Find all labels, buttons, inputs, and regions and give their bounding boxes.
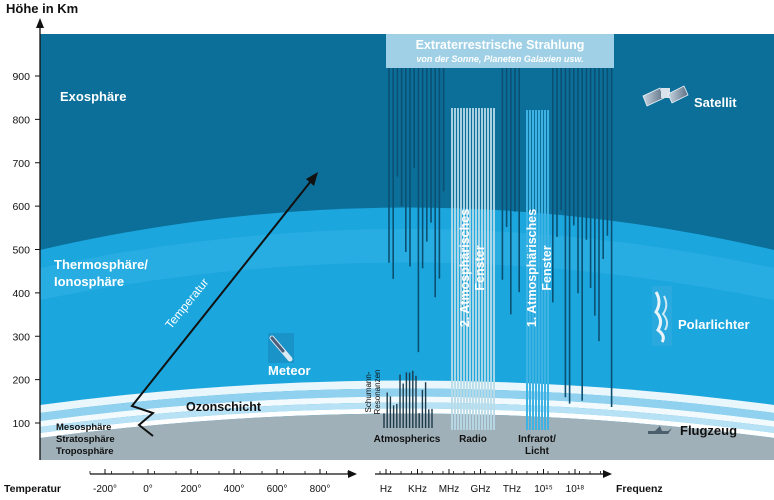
y-tick-label: 100 bbox=[12, 418, 30, 430]
radiation-header-box bbox=[386, 34, 614, 68]
troposphere-label: Troposphäre bbox=[56, 446, 114, 457]
freq-tick-label: GHz bbox=[471, 484, 491, 495]
optical-window-line1: 1. Atmosphärisches bbox=[525, 209, 539, 327]
radio-window-label: 2. Atmosphärisches Fenster bbox=[458, 209, 487, 327]
temp-tick-label: 200° bbox=[181, 484, 202, 495]
y-tick-label: 900 bbox=[12, 71, 30, 83]
temp-tick-label: 400° bbox=[224, 484, 245, 495]
satellite-label: Satellit bbox=[694, 95, 737, 110]
temperature-profile bbox=[130, 180, 312, 437]
optical-window-line2: Fenster bbox=[540, 245, 554, 290]
temp-axis-arrow bbox=[348, 470, 357, 478]
band-atmospherics: Atmospherics bbox=[374, 434, 441, 445]
lower-white-band bbox=[40, 408, 774, 438]
thermosphere-label-line1: Thermosphäre/ bbox=[54, 257, 148, 272]
airplane-icon bbox=[648, 426, 672, 434]
radiation-subtitle: von der Sonne, Planeten Galaxien usw. bbox=[416, 54, 583, 64]
aurora-icon bbox=[652, 286, 672, 346]
y-tick-label: 500 bbox=[12, 245, 30, 257]
freq-tick-label: 10¹⁵ bbox=[534, 484, 553, 495]
freq-tick-label: Hz bbox=[380, 484, 392, 495]
freq-axis-title: Frequenz bbox=[616, 483, 663, 495]
schumann-line2: Resonanzen bbox=[373, 370, 382, 415]
y-axis-arrow bbox=[36, 18, 44, 28]
atmosphere-layers bbox=[40, 34, 774, 460]
radio-window-line1: 2. Atmosphärisches bbox=[458, 209, 472, 327]
band-radio: Radio bbox=[459, 434, 487, 445]
y-tick-label: 400 bbox=[12, 288, 30, 300]
stratosphere-label: Stratosphäre bbox=[56, 434, 115, 445]
exosphere-label: Exosphäre bbox=[60, 89, 126, 104]
temperature-arrowhead bbox=[306, 172, 318, 186]
y-tick-label: 700 bbox=[12, 158, 30, 170]
upper-white-band bbox=[40, 380, 774, 413]
temp-axis-ticks: -200° 0° 200° 400° 600° 800° bbox=[89, 469, 349, 495]
y-tick-label: 600 bbox=[12, 201, 30, 213]
band-infrared-line1: Infrarot/ bbox=[518, 434, 556, 445]
band-infrared-line2: Licht bbox=[525, 446, 550, 457]
freq-axis-arrow bbox=[603, 470, 612, 478]
troposphere-layer bbox=[40, 413, 774, 460]
satellite-icon bbox=[642, 85, 689, 107]
y-tick-label: 300 bbox=[12, 331, 30, 343]
freq-tick-label: 10¹⁸ bbox=[566, 484, 585, 495]
radio-window-line2: Fenster bbox=[473, 245, 487, 290]
ozone-label: Ozonschicht bbox=[186, 400, 262, 414]
optical-window-label: 1. Atmosphärisches Fenster bbox=[525, 209, 554, 327]
freq-tick-label: KHz bbox=[408, 484, 427, 495]
middle-white-band bbox=[40, 396, 774, 427]
thermosphere-label-line2: Ionosphäre bbox=[54, 274, 124, 289]
radiation-lines bbox=[388, 68, 613, 407]
y-axis-title: Höhe in Km bbox=[6, 1, 78, 16]
meteor-icon bbox=[268, 333, 294, 363]
y-axis-ticks: 100 200 300 400 500 600 700 800 900 bbox=[12, 71, 40, 430]
schumann-line1: Schumann- bbox=[364, 371, 373, 412]
radiation-title: Extraterrestrische Strahlung bbox=[416, 38, 585, 52]
temp-axis-title: Temperatur bbox=[4, 483, 61, 495]
freq-axis-ticks: Hz KHz MHz GHz THz 10¹⁵ 10¹⁸ bbox=[379, 469, 601, 495]
airplane-label: Flugzeug bbox=[680, 423, 737, 438]
mesosphere-label: Mesosphäre bbox=[56, 422, 111, 433]
y-tick-label: 800 bbox=[12, 114, 30, 126]
temp-tick-label: -200° bbox=[93, 484, 117, 495]
schumann-label: Schumann- Resonanzen bbox=[364, 370, 382, 415]
meteor-label: Meteor bbox=[268, 363, 311, 378]
aurora-label: Polarlichter bbox=[678, 317, 750, 332]
atmospherics-bars bbox=[383, 370, 433, 428]
optical-window-bars bbox=[526, 110, 549, 430]
temp-tick-label: 800° bbox=[310, 484, 331, 495]
radio-window-bars bbox=[451, 108, 495, 430]
temp-tick-label: 600° bbox=[267, 484, 288, 495]
freq-tick-label: THz bbox=[503, 484, 521, 495]
y-tick-label: 200 bbox=[12, 375, 30, 387]
ozone-band bbox=[40, 388, 774, 421]
freq-tick-label: MHz bbox=[439, 484, 460, 495]
temp-tick-label: 0° bbox=[143, 484, 153, 495]
stratosphere-band bbox=[40, 402, 774, 433]
